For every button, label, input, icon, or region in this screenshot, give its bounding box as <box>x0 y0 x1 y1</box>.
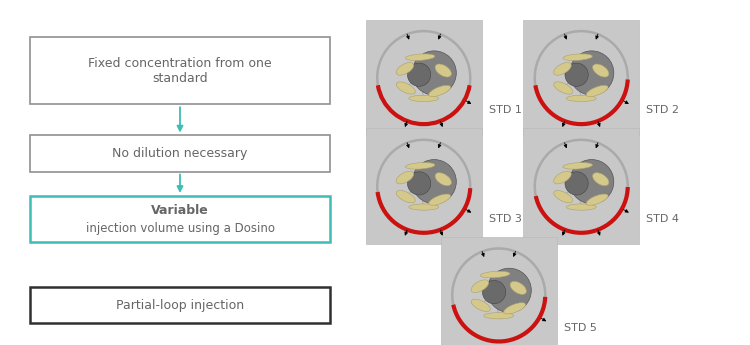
Ellipse shape <box>565 172 588 195</box>
Ellipse shape <box>471 280 489 293</box>
Text: injection volume using a Dosino: injection volume using a Dosino <box>86 221 274 235</box>
Bar <box>30 136 330 172</box>
Text: STD 2: STD 2 <box>646 105 680 115</box>
Ellipse shape <box>484 313 514 319</box>
Ellipse shape <box>406 54 435 60</box>
Bar <box>30 37 330 105</box>
Bar <box>524 20 639 136</box>
Ellipse shape <box>396 190 416 203</box>
Ellipse shape <box>554 82 573 94</box>
Ellipse shape <box>435 172 451 186</box>
Ellipse shape <box>409 95 439 101</box>
Ellipse shape <box>510 281 526 294</box>
Text: Variable: Variable <box>151 204 208 217</box>
Bar <box>30 287 330 324</box>
Text: STD 3: STD 3 <box>489 214 522 224</box>
Ellipse shape <box>396 82 416 94</box>
Ellipse shape <box>435 64 451 77</box>
Ellipse shape <box>554 171 572 184</box>
Ellipse shape <box>429 85 451 97</box>
Bar <box>365 20 482 136</box>
Text: Fixed concentration from one
standard: Fixed concentration from one standard <box>88 57 272 85</box>
Ellipse shape <box>407 63 430 86</box>
Text: Partial-loop injection: Partial-loop injection <box>116 299 244 312</box>
Bar <box>524 128 639 244</box>
Ellipse shape <box>586 85 608 97</box>
Bar <box>365 128 482 244</box>
Bar <box>441 237 556 345</box>
Ellipse shape <box>570 159 614 204</box>
Text: STD 5: STD 5 <box>564 323 597 333</box>
Ellipse shape <box>482 280 506 304</box>
Ellipse shape <box>554 190 573 203</box>
Text: No dilution necessary: No dilution necessary <box>112 147 248 160</box>
Ellipse shape <box>396 171 414 184</box>
Ellipse shape <box>586 194 608 205</box>
Ellipse shape <box>504 303 526 314</box>
Ellipse shape <box>396 62 414 75</box>
Ellipse shape <box>471 299 490 312</box>
Ellipse shape <box>566 204 596 210</box>
Bar <box>30 196 330 243</box>
Text: STD 1: STD 1 <box>489 105 522 115</box>
Ellipse shape <box>481 271 510 278</box>
Ellipse shape <box>407 172 430 195</box>
Ellipse shape <box>406 162 435 169</box>
Ellipse shape <box>413 51 456 95</box>
Text: STD 4: STD 4 <box>646 214 680 224</box>
Ellipse shape <box>409 204 439 210</box>
Ellipse shape <box>429 194 451 205</box>
Ellipse shape <box>563 54 592 60</box>
Ellipse shape <box>413 159 456 204</box>
Ellipse shape <box>592 172 609 186</box>
Ellipse shape <box>592 64 609 77</box>
Ellipse shape <box>565 63 588 86</box>
Ellipse shape <box>488 268 531 313</box>
Ellipse shape <box>554 62 572 75</box>
Ellipse shape <box>566 95 596 101</box>
Ellipse shape <box>563 162 592 169</box>
Ellipse shape <box>570 51 614 95</box>
